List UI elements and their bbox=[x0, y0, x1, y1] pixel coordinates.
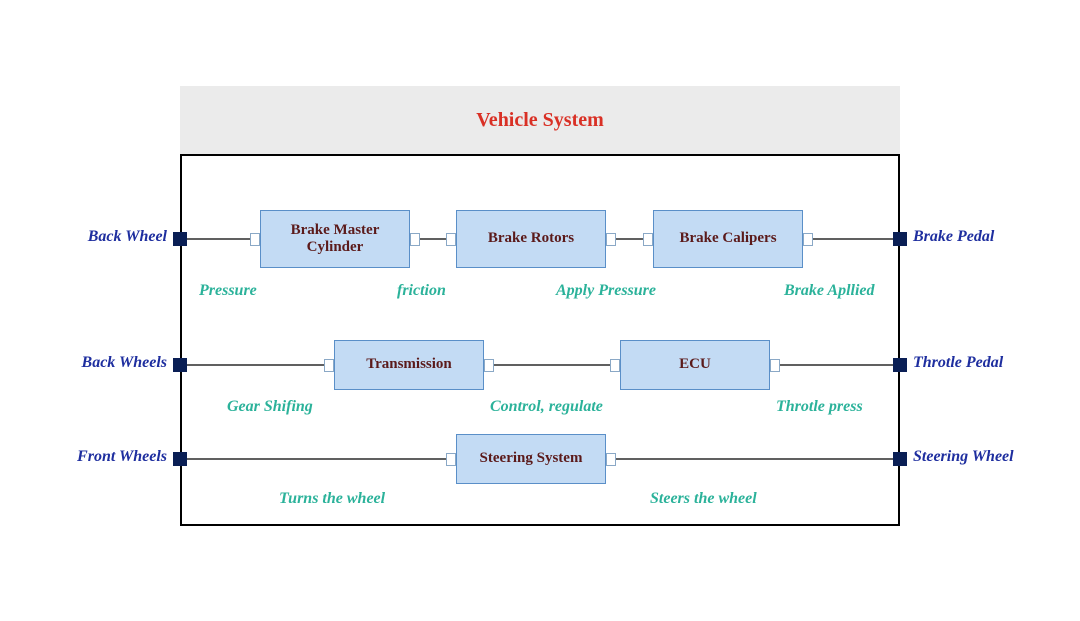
port-square-pL2 bbox=[173, 358, 187, 372]
connector-ecu-right bbox=[770, 359, 780, 372]
edge-label-4: Gear Shifing bbox=[227, 398, 313, 416]
node-steer: Steering System bbox=[456, 434, 606, 484]
connector-ecu-left bbox=[610, 359, 620, 372]
connector-trans-right bbox=[484, 359, 494, 372]
connector-steer-left bbox=[446, 453, 456, 466]
edge-label-0: Pressure bbox=[199, 282, 257, 300]
node-bmc: Brake MasterCylinder bbox=[260, 210, 410, 268]
edge-label-6: Throtle press bbox=[776, 398, 863, 416]
port-square-pR3 bbox=[893, 452, 907, 466]
edge-label-2: Apply Pressure bbox=[556, 282, 656, 300]
connector-steer-right bbox=[606, 453, 616, 466]
edge-label-8: Steers the wheel bbox=[650, 490, 757, 508]
port-label-pL3: Front Wheels bbox=[77, 448, 167, 466]
edge-label-1: friction bbox=[397, 282, 446, 300]
node-trans: Transmission bbox=[334, 340, 484, 390]
port-label-pR2: Throtle Pedal bbox=[913, 354, 1003, 372]
connector-rot-left bbox=[446, 233, 456, 246]
system-title: Vehicle System bbox=[476, 109, 604, 132]
node-ecu: ECU bbox=[620, 340, 770, 390]
connector-rot-right bbox=[606, 233, 616, 246]
port-label-pR1: Brake Pedal bbox=[913, 228, 994, 246]
port-square-pR2 bbox=[893, 358, 907, 372]
edge-label-7: Turns the wheel bbox=[279, 490, 385, 508]
connector-cal-left bbox=[643, 233, 653, 246]
diagram-canvas: Vehicle System Brake MasterCylinder Brake… bbox=[0, 0, 1080, 621]
port-square-pR1 bbox=[893, 232, 907, 246]
edge-label-3: Brake Apllied bbox=[784, 282, 875, 300]
title-band: Vehicle System bbox=[180, 86, 900, 156]
port-label-pL1: Back Wheel bbox=[88, 228, 167, 246]
port-label-pL2: Back Wheels bbox=[82, 354, 167, 372]
port-square-pL3 bbox=[173, 452, 187, 466]
edge-label-5: Control, regulate bbox=[490, 398, 603, 416]
connector-cal-right bbox=[803, 233, 813, 246]
port-square-pL1 bbox=[173, 232, 187, 246]
node-rot: Brake Rotors bbox=[456, 210, 606, 268]
node-cal: Brake Calipers bbox=[653, 210, 803, 268]
connector-trans-left bbox=[324, 359, 334, 372]
port-label-pR3: Steering Wheel bbox=[913, 448, 1014, 466]
connector-bmc-right bbox=[410, 233, 420, 246]
connector-bmc-left bbox=[250, 233, 260, 246]
